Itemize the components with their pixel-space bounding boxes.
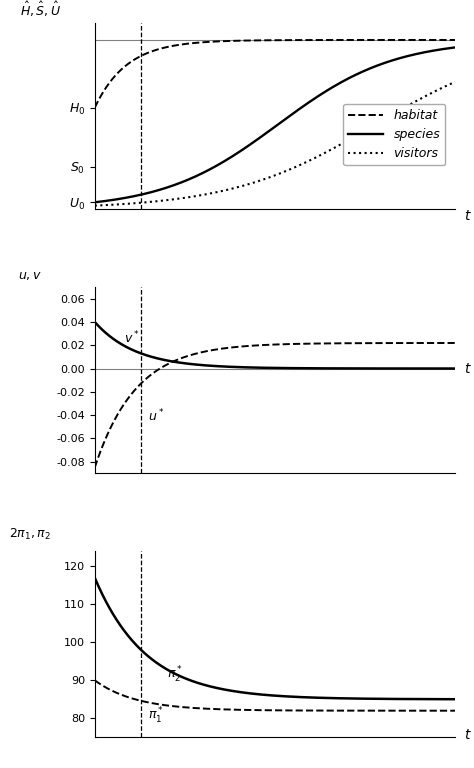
species (251, 137, 256, 147)
visitors (251, 178, 256, 187)
species (379, 59, 385, 68)
species (373, 61, 379, 71)
Text: $\pi_2^*$: $\pi_2^*$ (167, 664, 183, 684)
habitat (452, 35, 458, 45)
species (92, 197, 98, 207)
habitat (339, 35, 345, 45)
species (237, 147, 243, 156)
Text: $\pi_1^*$: $\pi_1^*$ (148, 707, 164, 727)
Line: habitat: habitat (95, 40, 455, 108)
Y-axis label: $u, v$: $u, v$ (18, 269, 42, 282)
habitat (129, 57, 135, 66)
visitors (92, 201, 98, 210)
Legend: habitat, species, visitors: habitat, species, visitors (344, 104, 445, 165)
visitors (339, 139, 345, 148)
habitat (251, 36, 256, 45)
Text: $t$: $t$ (464, 728, 472, 743)
visitors (237, 182, 243, 191)
species (452, 43, 458, 52)
Line: visitors: visitors (95, 82, 455, 206)
species (339, 77, 345, 86)
visitors (373, 120, 379, 129)
habitat (237, 36, 243, 45)
species (129, 192, 135, 201)
Line: species: species (95, 48, 455, 202)
visitors (379, 116, 385, 125)
Text: $u^*$: $u^*$ (148, 407, 164, 424)
visitors (129, 199, 135, 208)
habitat (379, 35, 385, 45)
Text: $v^*$: $v^*$ (124, 329, 139, 346)
visitors (452, 78, 458, 87)
Text: $t$: $t$ (464, 209, 472, 223)
Y-axis label: $2\pi_1,\pi_2$: $2\pi_1,\pi_2$ (9, 527, 51, 542)
habitat (373, 35, 379, 45)
Text: $t$: $t$ (464, 362, 472, 376)
Y-axis label: $\hat{H},\hat{S},\hat{U}$: $\hat{H},\hat{S},\hat{U}$ (20, 0, 61, 19)
habitat (92, 103, 98, 112)
